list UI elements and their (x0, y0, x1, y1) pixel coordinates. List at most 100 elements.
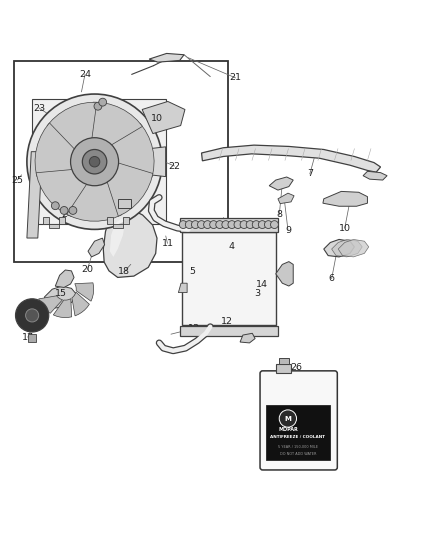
Circle shape (246, 221, 254, 229)
Circle shape (27, 94, 162, 229)
Polygon shape (103, 208, 157, 277)
Polygon shape (295, 409, 326, 441)
Polygon shape (35, 123, 82, 176)
Bar (266, 406, 330, 460)
Polygon shape (90, 102, 142, 150)
Polygon shape (269, 177, 293, 190)
Polygon shape (276, 262, 293, 286)
Polygon shape (28, 334, 36, 342)
Circle shape (271, 221, 279, 229)
Polygon shape (75, 283, 94, 301)
Circle shape (71, 138, 119, 185)
Polygon shape (36, 168, 93, 216)
Polygon shape (44, 286, 76, 308)
Text: 24: 24 (61, 211, 73, 220)
Circle shape (191, 221, 199, 229)
Bar (180, 217, 278, 231)
Text: 24: 24 (79, 70, 91, 79)
Text: 22: 22 (169, 161, 180, 171)
Polygon shape (142, 101, 185, 134)
Bar (276, 364, 291, 374)
Text: 11: 11 (162, 239, 173, 248)
Polygon shape (201, 145, 381, 172)
Polygon shape (27, 152, 42, 238)
Circle shape (82, 149, 107, 174)
Circle shape (69, 206, 77, 214)
Polygon shape (102, 124, 154, 177)
Bar (279, 358, 289, 364)
Text: 25: 25 (11, 175, 23, 184)
Polygon shape (39, 296, 63, 313)
Circle shape (258, 221, 266, 229)
Text: 4: 4 (228, 243, 234, 252)
Text: 12: 12 (221, 318, 233, 326)
Text: 23: 23 (100, 211, 113, 220)
Circle shape (279, 410, 297, 427)
Circle shape (198, 221, 205, 229)
Text: MOPAR: MOPAR (278, 427, 298, 432)
Circle shape (240, 221, 248, 229)
Polygon shape (338, 239, 369, 257)
Circle shape (94, 102, 102, 110)
Text: 5: 5 (189, 267, 195, 276)
Text: 9: 9 (285, 226, 291, 235)
Polygon shape (72, 292, 89, 316)
Circle shape (25, 309, 39, 322)
Circle shape (51, 202, 59, 209)
Text: ANTIFREEZE / COOLANT: ANTIFREEZE / COOLANT (270, 435, 325, 439)
Circle shape (265, 221, 272, 229)
Text: 2: 2 (217, 221, 223, 230)
Circle shape (99, 98, 106, 106)
Text: 6: 6 (328, 274, 335, 283)
Text: 10: 10 (151, 114, 163, 123)
Text: 7: 7 (307, 169, 313, 179)
Polygon shape (363, 171, 387, 180)
Text: DO NOT ADD WATER: DO NOT ADD WATER (280, 452, 316, 456)
Text: 20: 20 (81, 265, 93, 274)
Text: 18: 18 (118, 267, 130, 276)
Text: 10: 10 (339, 223, 351, 232)
Text: 1: 1 (186, 221, 192, 230)
Polygon shape (142, 147, 166, 176)
Text: 14: 14 (256, 280, 268, 289)
Text: 15: 15 (55, 289, 67, 298)
Circle shape (234, 221, 242, 229)
Circle shape (185, 221, 193, 229)
Polygon shape (324, 239, 354, 257)
Polygon shape (110, 219, 125, 257)
Text: 13: 13 (187, 324, 200, 333)
Bar (182, 231, 276, 326)
Text: 19: 19 (221, 219, 233, 228)
Circle shape (15, 299, 49, 332)
Polygon shape (43, 217, 65, 228)
Text: 16: 16 (22, 306, 34, 316)
Polygon shape (278, 193, 294, 204)
Text: 26: 26 (291, 364, 303, 372)
FancyBboxPatch shape (260, 371, 337, 470)
Text: 21: 21 (230, 74, 242, 83)
Polygon shape (88, 238, 105, 257)
Polygon shape (67, 172, 122, 221)
Bar (118, 199, 131, 208)
Polygon shape (32, 100, 166, 224)
Circle shape (60, 206, 68, 214)
Text: 9: 9 (53, 191, 60, 200)
Text: 5 YEAR / 150,000 MILE: 5 YEAR / 150,000 MILE (278, 445, 318, 449)
Polygon shape (299, 416, 318, 433)
Circle shape (210, 221, 218, 229)
Circle shape (179, 221, 187, 229)
Circle shape (228, 221, 236, 229)
Polygon shape (53, 298, 72, 318)
Polygon shape (55, 270, 74, 287)
Bar (180, 326, 278, 336)
Circle shape (222, 221, 230, 229)
Text: 8: 8 (276, 211, 282, 220)
Circle shape (204, 221, 212, 229)
Text: 23: 23 (33, 103, 45, 112)
Text: 3: 3 (254, 289, 260, 298)
Polygon shape (332, 239, 362, 257)
Polygon shape (104, 160, 153, 216)
Circle shape (216, 221, 224, 229)
Bar (14, 61, 228, 262)
Polygon shape (240, 333, 255, 343)
